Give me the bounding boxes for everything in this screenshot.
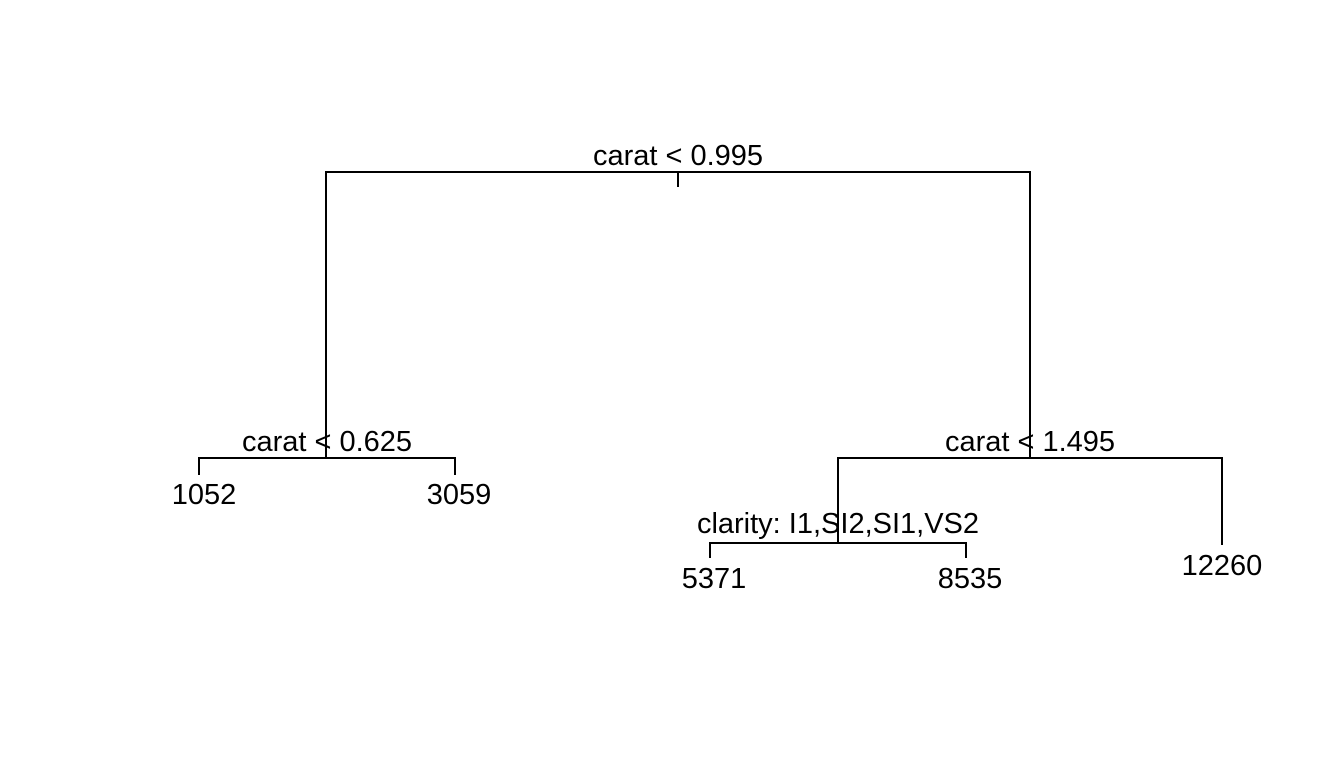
node-root: carat < 0.995 [325,140,1031,458]
node-right-left: clarity: I1,SI2,SI1,VS2 [697,508,979,558]
leaf-value: 8535 [938,563,1003,595]
node-right: carat < 1.495 [837,426,1223,545]
branch-root [325,171,1031,458]
branch-right [837,457,1223,545]
split-label-root: carat < 0.995 [593,140,763,172]
leaf-value: 5371 [682,563,747,595]
leaf-value: 12260 [1182,550,1263,582]
leaf-value: 3059 [427,479,492,511]
branch-right-left [709,542,967,558]
split-label-left: carat < 0.625 [242,426,412,458]
node-left: carat < 0.625 [198,426,456,475]
branch-left [198,457,456,475]
split-label-right-left: clarity: I1,SI2,SI1,VS2 [697,508,979,540]
split-label-right: carat < 1.495 [945,426,1115,458]
leaf-value: 1052 [172,479,237,511]
